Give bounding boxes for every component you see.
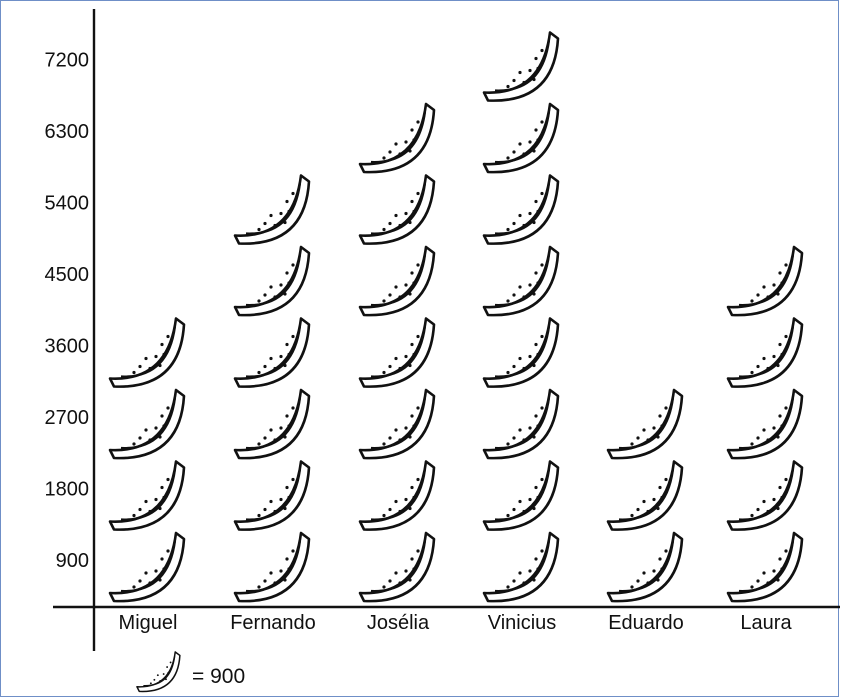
y-tick-label: 4500 — [45, 264, 90, 286]
watermelon-slice-icon — [233, 245, 311, 317]
watermelon-slice-icon — [482, 102, 560, 174]
watermelon-slice-icon — [358, 388, 436, 460]
axes — [53, 9, 840, 651]
watermelon-slice-icon — [358, 531, 436, 603]
watermelon-slice-icon — [108, 531, 186, 603]
watermelon-slice-icon — [108, 388, 186, 460]
y-tick-label: 1800 — [45, 479, 90, 501]
watermelon-slice-icon — [358, 102, 436, 174]
y-tick-label: 7200 — [45, 50, 90, 72]
y-tick-label: 5400 — [45, 193, 90, 215]
watermelon-slice-icon — [358, 317, 436, 388]
watermelon-slice-icon — [726, 317, 804, 388]
watermelon-slice-icon — [233, 317, 311, 388]
watermelon-slice-icon — [482, 317, 560, 388]
watermelon-slice-icon — [606, 460, 684, 531]
watermelon-slice-icon — [233, 460, 311, 531]
watermelon-slice-icon — [606, 531, 684, 603]
watermelon-slice-icon — [482, 388, 560, 460]
watermelon-slice-icon — [358, 460, 436, 531]
category-label: Josélia — [367, 612, 430, 634]
watermelon-slice-icon — [358, 174, 436, 245]
watermelon-slice-icon — [233, 174, 311, 245]
y-tick-labels: 900 1800 2700 3600 4500 5400 6300 7200 — [45, 50, 90, 573]
legend-text: = 900 — [192, 665, 245, 688]
category-label: Miguel — [119, 612, 178, 634]
category-label: Laura — [740, 612, 792, 634]
watermelon-slice-icon — [726, 460, 804, 531]
watermelon-slice-icon — [108, 460, 186, 531]
category-labels: Miguel Fernando Josélia Vinicius Eduardo Laur… — [119, 612, 793, 634]
watermelon-slice-icon — [233, 388, 311, 460]
watermelon-slice-icon — [726, 245, 804, 317]
watermelon-slice-icon — [233, 531, 311, 603]
watermelon-slice-icon — [108, 317, 186, 388]
watermelon-slice-icon — [726, 531, 804, 603]
y-tick-label: 900 — [56, 550, 89, 572]
watermelon-slice-icon — [482, 174, 560, 245]
y-tick-label: 6300 — [45, 121, 90, 143]
y-tick-label: 3600 — [45, 336, 90, 358]
category-label: Fernando — [230, 612, 316, 634]
legend-watermelon-icon — [136, 651, 181, 693]
watermelon-slice-icon — [482, 31, 560, 102]
watermelon-slice-icon — [482, 245, 560, 317]
pictograph-icons — [108, 31, 804, 603]
watermelon-slice-icon — [358, 245, 436, 317]
watermelon-slice-icon — [606, 388, 684, 460]
category-label: Eduardo — [608, 612, 684, 634]
watermelon-slice-icon — [482, 460, 560, 531]
legend: = 900 — [136, 651, 245, 693]
watermelon-slice-icon — [482, 531, 560, 603]
y-tick-label: 2700 — [45, 407, 90, 429]
watermelon-slice-icon — [726, 388, 804, 460]
category-label: Vinicius — [488, 612, 557, 634]
